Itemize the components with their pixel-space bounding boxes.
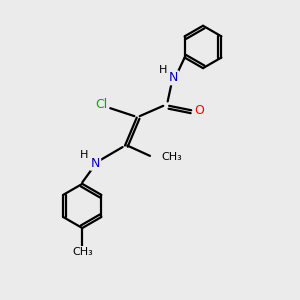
Text: N: N (91, 157, 100, 170)
Text: N: N (169, 71, 178, 84)
Text: O: O (194, 104, 204, 117)
Text: CH₃: CH₃ (72, 247, 93, 256)
Text: H: H (159, 64, 167, 75)
Text: H: H (80, 150, 88, 160)
Text: Cl: Cl (95, 98, 107, 111)
Text: CH₃: CH₃ (162, 152, 182, 162)
